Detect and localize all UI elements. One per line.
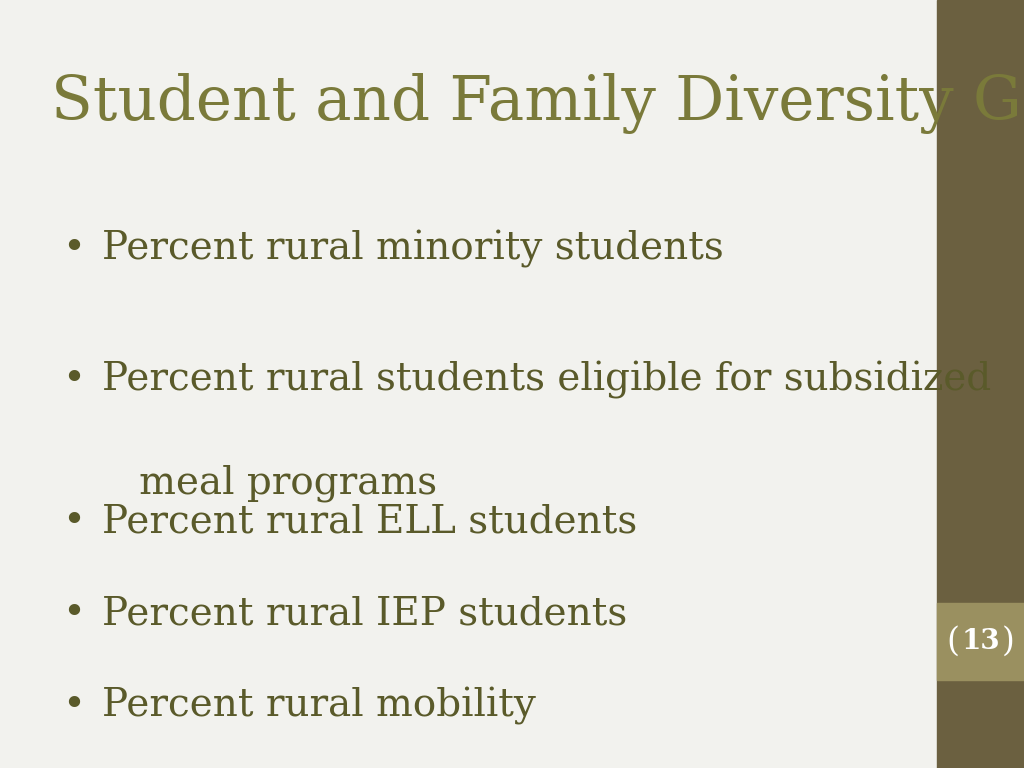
Text: 13: 13 [962,627,999,655]
Text: Percent rural mobility: Percent rural mobility [102,687,537,725]
Text: •: • [62,503,85,540]
Text: ): ) [1001,625,1015,657]
Text: Percent rural IEP students: Percent rural IEP students [102,595,628,632]
Text: •: • [62,361,85,398]
Text: Percent rural students eligible for subsidized

   meal programs: Percent rural students eligible for subs… [102,361,991,502]
Text: Percent rural minority students: Percent rural minority students [102,230,724,268]
Text: (: ( [946,625,959,657]
Text: Student and Family Diversity Gauge: Student and Family Diversity Gauge [51,73,1024,134]
Text: •: • [62,230,85,267]
Text: •: • [62,687,85,724]
Bar [937,603,1024,680]
Text: •: • [62,595,85,632]
Text: Percent rural ELL students: Percent rural ELL students [102,503,638,540]
Bar [937,0,1024,768]
